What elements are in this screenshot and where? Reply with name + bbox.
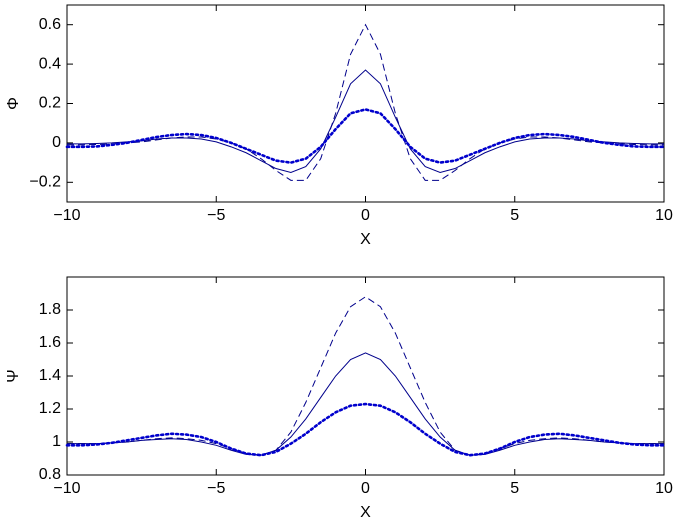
y-tick-label: −0.2 [29, 174, 61, 191]
x-axis-label: X [360, 504, 371, 521]
x-tick-label: 10 [655, 480, 673, 497]
series-line [67, 352, 664, 456]
x-tick-label: 0 [361, 207, 370, 224]
y-tick-label: 1.4 [39, 367, 61, 384]
y-tick-label: 1.6 [39, 334, 61, 351]
y-axis-label: Ψ [5, 369, 22, 382]
x-tick-label: 0 [361, 480, 370, 497]
y-axis-label: Φ [5, 97, 22, 110]
x-axis-label: X [360, 231, 371, 248]
series-line [67, 23, 664, 181]
x-tick-label: −10 [53, 207, 80, 224]
x-tick-label: −5 [207, 207, 225, 224]
y-tick-label: 1.8 [39, 301, 61, 318]
x-tick-label: −10 [53, 480, 80, 497]
plot-frame [66, 4, 665, 203]
y-tick-label: 0.6 [39, 16, 61, 33]
axes: −10 −5 0 5 10 0.8 1 1.2 1.4 1.6 1.8 X Ψ [5, 276, 673, 521]
series-line [65, 108, 666, 164]
y-tick-label: 0 [52, 134, 61, 151]
series-line [65, 402, 666, 457]
x-tick-label: 10 [655, 207, 673, 224]
plot-frame [66, 276, 665, 476]
x-tick-label: 5 [510, 207, 519, 224]
axes: −10 −5 0 5 10 −0.2 0 0.2 0.4 0.6 X Φ [5, 4, 673, 248]
x-tick-label: −5 [207, 480, 225, 497]
y-tick-label: 0.2 [39, 95, 61, 112]
x-tick-label: 5 [510, 480, 519, 497]
y-tick-label: 1 [52, 433, 61, 450]
y-tick-label: 0.8 [39, 466, 61, 483]
y-tick-label: 1.2 [39, 400, 61, 417]
series-line [67, 296, 664, 456]
y-tick-label: 0.4 [39, 55, 61, 72]
